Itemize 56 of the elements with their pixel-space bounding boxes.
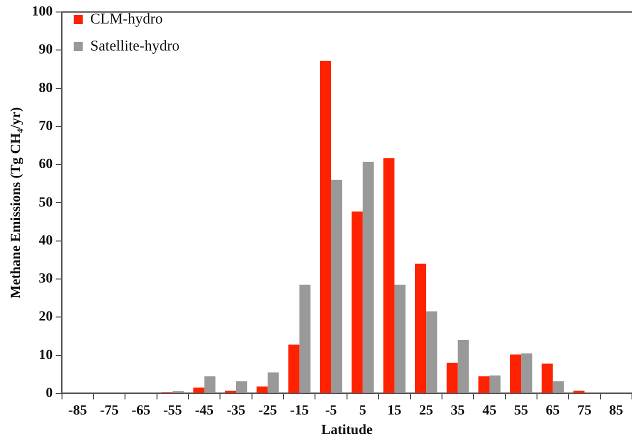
x-tick-label: 15 (387, 403, 402, 418)
x-tick-label: -5 (325, 403, 337, 418)
x-tick-label: 45 (482, 403, 496, 418)
bar (458, 340, 469, 393)
bar (478, 376, 490, 393)
bar (521, 353, 532, 393)
bar (415, 264, 426, 393)
x-tick-label: -35 (226, 403, 246, 418)
bar (446, 362, 458, 393)
bar (193, 388, 204, 393)
y-tick-label: 90 (38, 42, 53, 58)
bar (256, 386, 268, 393)
x-tick-label: -25 (258, 403, 278, 418)
bar (288, 344, 300, 393)
bar (489, 375, 501, 393)
y-tick-label: 30 (38, 272, 53, 287)
bar (394, 284, 406, 393)
x-tick-label: 85 (609, 403, 624, 418)
bar (552, 381, 564, 393)
bar (320, 60, 332, 393)
x-tick-label: 35 (450, 403, 465, 418)
x-tick-label: 65 (546, 403, 560, 418)
y-axis-title: Methane Emissions (Tg CH₄/yr) (9, 106, 24, 298)
bar (510, 354, 522, 393)
y-tick-label: 80 (38, 80, 53, 96)
y-tick-label: 20 (38, 310, 53, 325)
bar (352, 211, 363, 393)
x-tick-label: 5 (359, 403, 366, 418)
x-tick-label: -15 (290, 403, 309, 418)
x-tick-label: -65 (132, 403, 150, 418)
y-tick-label: 40 (38, 233, 53, 248)
bar (204, 376, 216, 393)
x-axis-title: Latitude (321, 423, 373, 438)
bar (299, 284, 310, 393)
y-tick-label: 100 (32, 4, 53, 20)
legend-label: Satellite-hydro (90, 38, 180, 54)
y-tick-label: 0 (46, 386, 53, 402)
x-tick-label: 25 (419, 403, 434, 418)
bar (331, 180, 342, 393)
x-tick-label: -45 (195, 403, 214, 418)
y-tick-label: 60 (38, 157, 53, 172)
bar (542, 364, 553, 393)
legend-label: CLM-hydro (90, 11, 163, 28)
x-tick-label: 55 (514, 403, 528, 418)
x-tick-label: 75 (577, 403, 592, 418)
y-tick-label: 10 (38, 348, 53, 363)
bar (236, 381, 248, 393)
x-tick-label: -75 (100, 403, 119, 418)
x-tick-label: -85 (68, 403, 87, 418)
bar (268, 372, 279, 393)
bar (362, 162, 374, 393)
y-tick-label: 70 (38, 119, 53, 134)
bar (383, 158, 394, 393)
x-tick-label: -55 (163, 403, 182, 418)
y-tick-label: 50 (38, 195, 53, 210)
bar (426, 311, 438, 393)
